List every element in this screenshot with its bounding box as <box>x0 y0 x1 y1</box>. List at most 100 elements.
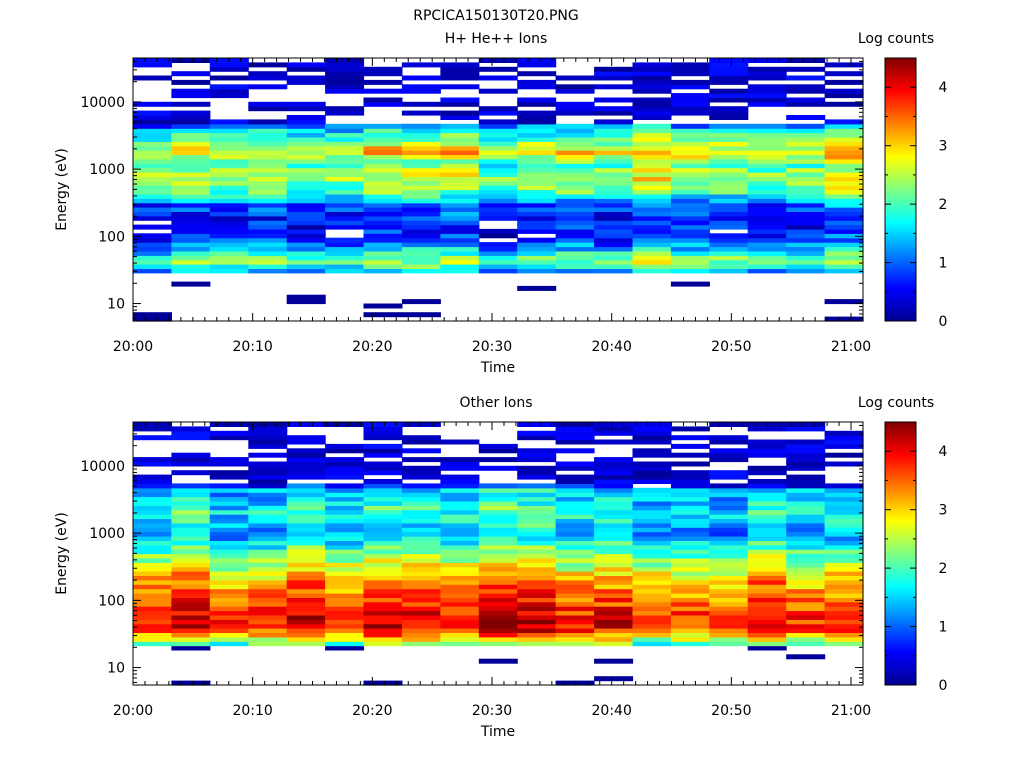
heatmap-cell <box>632 614 672 620</box>
heatmap-cell <box>478 641 518 647</box>
heatmap-cell <box>632 593 672 598</box>
heatmap-cell <box>133 132 172 138</box>
heatmap-cell <box>286 154 326 160</box>
heatmap-cell <box>363 527 403 533</box>
heatmap-cell <box>133 202 172 208</box>
heatmap-cell <box>440 593 480 598</box>
heatmap-cell <box>209 180 249 186</box>
heatmap-cell <box>286 101 326 107</box>
heatmap-cell <box>363 255 403 261</box>
heatmap-cell <box>209 623 249 629</box>
heatmap-cell <box>440 536 480 541</box>
heatmap-cell <box>747 198 787 204</box>
heatmap-cell <box>709 163 749 169</box>
heatmap-cell <box>594 658 634 664</box>
heatmap-cell <box>670 79 710 85</box>
colorbar-label: Log counts <box>858 31 934 47</box>
heatmap-cell <box>594 202 634 208</box>
heatmap-cell <box>824 571 864 576</box>
x-axis: 20:00 20:10 20:20 20:30 20:40 20:50 21:00 <box>113 422 871 719</box>
heatmap-cell <box>632 623 672 629</box>
heatmap-cell <box>670 579 710 585</box>
heatmap-cell <box>133 628 172 633</box>
heatmap-cell <box>747 93 787 99</box>
heatmap-cell <box>248 189 288 195</box>
heatmap-cell <box>517 198 557 204</box>
heatmap-cell <box>555 536 595 541</box>
heatmap-cell <box>209 579 249 585</box>
heatmap-cell <box>786 132 826 138</box>
heatmap-cell <box>786 193 826 199</box>
heatmap-cell <box>747 531 787 537</box>
heatmap-cell <box>478 180 518 186</box>
heatmap-cell <box>747 426 787 432</box>
heatmap-cell <box>786 579 826 585</box>
heatmap-cell <box>747 71 787 77</box>
heatmap-cell <box>555 628 595 633</box>
heatmap-cell <box>517 71 557 77</box>
heatmap-cell <box>248 215 288 221</box>
heatmap-cell <box>747 593 787 598</box>
heatmap-cell <box>478 518 518 524</box>
heatmap-cell <box>632 268 672 274</box>
heatmap-cell <box>824 509 864 515</box>
heatmap-cell <box>517 579 557 585</box>
heatmap-cell <box>171 224 211 230</box>
heatmap-cell <box>555 584 595 590</box>
x-tick-label: 21:00 <box>831 339 871 355</box>
heatmap-cell <box>555 207 595 212</box>
heatmap-cell <box>171 101 211 107</box>
heatmap-cell <box>632 606 672 612</box>
heatmap-cell <box>171 527 211 533</box>
heatmap-cell <box>286 566 326 572</box>
heatmap-cell <box>632 579 672 585</box>
heatmap-cell <box>478 66 518 72</box>
heatmap-cell <box>555 461 595 467</box>
heatmap-cell <box>440 97 480 103</box>
heatmap-cell <box>555 185 595 191</box>
heatmap-cell <box>824 123 864 129</box>
heatmap-cell <box>555 496 595 502</box>
heatmap-cell <box>517 623 557 629</box>
heatmap-cell <box>786 163 826 169</box>
heatmap-cell <box>325 553 365 559</box>
heatmap-cell <box>555 211 595 217</box>
heatmap-cell <box>133 549 172 555</box>
heatmap-cell <box>209 514 249 519</box>
heatmap-cell <box>824 593 864 598</box>
heatmap-cell <box>171 509 211 515</box>
heatmap-cell <box>824 268 864 274</box>
heatmap-cell <box>401 145 441 151</box>
heatmap-cell <box>440 496 480 502</box>
heatmap-cell <box>594 588 634 594</box>
heatmap-cell <box>670 500 710 506</box>
heatmap-cell <box>440 101 480 107</box>
heatmap-cell <box>248 474 288 480</box>
heatmap-cell <box>401 593 441 598</box>
heatmap-cell <box>248 163 288 169</box>
heatmap-cell <box>440 228 480 234</box>
heatmap-cell <box>133 610 172 616</box>
heatmap-cell <box>133 110 172 116</box>
heatmap-cell <box>632 566 672 572</box>
heatmap-cell <box>133 312 172 318</box>
heatmap-cell <box>517 470 557 476</box>
heatmap-cell <box>555 123 595 129</box>
heatmap-cell <box>325 79 365 85</box>
heatmap-cell <box>363 180 403 186</box>
heatmap-cell <box>747 215 787 221</box>
heatmap-cell <box>594 211 634 217</box>
heatmap-cell <box>555 632 595 638</box>
heatmap-cell <box>248 623 288 629</box>
heatmap-cell <box>248 84 288 90</box>
heatmap-cell <box>401 207 441 212</box>
heatmap-cell <box>209 610 249 616</box>
heatmap-cell <box>133 115 172 120</box>
heatmap-cell <box>325 163 365 169</box>
heatmap-cell <box>363 242 403 248</box>
heatmap-cell <box>478 246 518 252</box>
heatmap-cell <box>209 211 249 217</box>
heatmap-cell <box>209 470 249 476</box>
heatmap-cell <box>632 84 672 90</box>
